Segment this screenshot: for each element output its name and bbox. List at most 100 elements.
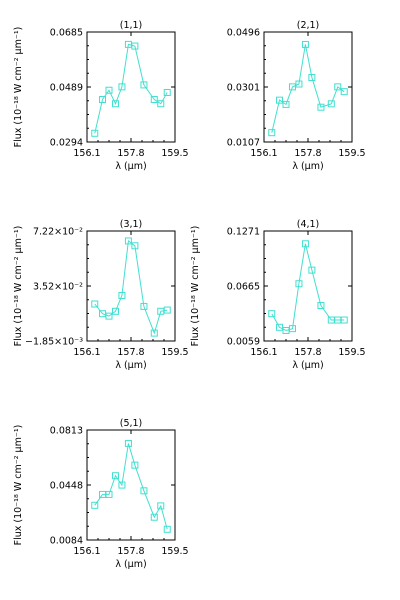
y-axis-label: Flux (10⁻¹⁸ W cm⁻² μm⁻¹) bbox=[13, 27, 24, 148]
data-point-marker bbox=[91, 501, 99, 509]
plot-title: (1,1) bbox=[120, 20, 143, 31]
data-point-marker bbox=[111, 100, 119, 108]
data-point-marker bbox=[334, 83, 342, 91]
y-tick-label: 0.0107 bbox=[227, 138, 260, 149]
data-point-marker bbox=[288, 325, 296, 333]
data-point-marker bbox=[118, 481, 126, 489]
x-tick-label: 157.8 bbox=[294, 347, 321, 358]
y-tick-label: 0.1271 bbox=[227, 227, 260, 238]
data-point-marker bbox=[340, 316, 348, 324]
y-tick-label: 7.22×10⁻² bbox=[33, 227, 83, 238]
y-axis-label: Flux (10⁻¹⁸ W cm⁻² μm⁻¹) bbox=[190, 226, 201, 347]
y-tick-label: −1.85×10⁻³ bbox=[25, 337, 83, 348]
x-axis-label: λ (μm) bbox=[292, 360, 323, 371]
plot-frame bbox=[86, 230, 176, 342]
data-point-marker bbox=[268, 310, 276, 318]
data-point-marker bbox=[163, 88, 171, 96]
data-point-marker bbox=[118, 292, 126, 300]
data-point-marker bbox=[150, 329, 158, 337]
series-line bbox=[271, 243, 345, 332]
data-point-marker bbox=[301, 40, 309, 48]
data-point-marker bbox=[91, 129, 99, 137]
data-point-marker bbox=[317, 302, 325, 310]
plot-title: (4,1) bbox=[297, 219, 320, 230]
data-point-marker bbox=[140, 302, 148, 310]
data-point-marker bbox=[163, 525, 171, 533]
data-point-marker bbox=[327, 100, 335, 108]
data-point-marker bbox=[163, 306, 171, 314]
plot-frame bbox=[86, 31, 176, 143]
x-tick-label: 157.8 bbox=[117, 347, 144, 358]
y-axis-label: Flux (10⁻¹⁸ W cm⁻² μm⁻¹) bbox=[13, 425, 24, 546]
series-line bbox=[94, 443, 168, 530]
data-point-marker bbox=[105, 86, 113, 94]
y-tick-label: 3.52×10⁻² bbox=[33, 282, 83, 293]
data-point-marker bbox=[91, 300, 99, 308]
y-axis-label: Flux (10⁻¹⁸ W cm⁻² μm⁻¹) bbox=[13, 226, 24, 347]
data-point-marker bbox=[295, 80, 303, 88]
x-tick-label: 157.8 bbox=[117, 148, 144, 159]
x-axis-label: λ (μm) bbox=[115, 559, 146, 570]
data-point-marker bbox=[308, 266, 316, 274]
y-tick-label: 0.0294 bbox=[50, 138, 83, 149]
plot-frame bbox=[263, 31, 353, 143]
y-tick-label: 0.0489 bbox=[50, 83, 83, 94]
data-point-marker bbox=[157, 100, 165, 108]
subplot-2: (2,1) 156.1 157.8 159.5 0.0107 0.0301 0.0496 λ … bbox=[227, 20, 366, 172]
data-point-marker bbox=[150, 96, 158, 104]
data-point-marker bbox=[99, 96, 107, 104]
y-tick-label: 0.0301 bbox=[227, 83, 260, 94]
x-tick-label: 156.1 bbox=[73, 546, 100, 557]
x-axis-label: λ (μm) bbox=[115, 360, 146, 371]
data-point-marker bbox=[150, 513, 158, 521]
data-point-marker bbox=[268, 129, 276, 137]
plot-title: (2,1) bbox=[297, 20, 320, 31]
y-tick-label: 0.0496 bbox=[227, 28, 260, 39]
x-axis-label: λ (μm) bbox=[292, 161, 323, 172]
data-point-marker bbox=[111, 307, 119, 315]
y-tick-label: 0.0084 bbox=[50, 536, 83, 547]
plot-title: (5,1) bbox=[120, 418, 143, 429]
x-tick-label: 159.5 bbox=[161, 546, 188, 557]
y-tick-label: 0.0685 bbox=[50, 28, 83, 39]
x-tick-label: 156.1 bbox=[73, 148, 100, 159]
subplot-3: (3,1) 156.1 157.8 159.5 −1.85×10⁻³ 3.52×10⁻² 7… bbox=[13, 219, 189, 371]
subplot-1: (1,1) 156.1 157.8 159.5 0.0294 0.0489 0.0685 λ … bbox=[13, 20, 189, 172]
x-tick-label: 159.5 bbox=[161, 148, 188, 159]
data-point-marker bbox=[295, 280, 303, 288]
data-point-marker bbox=[140, 487, 148, 495]
data-point-marker bbox=[308, 74, 316, 82]
y-tick-label: 0.0059 bbox=[227, 337, 260, 348]
x-tick-label: 157.8 bbox=[117, 546, 144, 557]
data-point-marker bbox=[131, 42, 139, 50]
data-point-marker bbox=[157, 502, 165, 510]
data-point-marker bbox=[340, 88, 348, 96]
x-tick-label: 159.5 bbox=[338, 347, 365, 358]
series-line bbox=[271, 44, 345, 133]
data-point-marker bbox=[131, 461, 139, 469]
data-point-marker bbox=[105, 490, 113, 498]
data-point-marker bbox=[301, 240, 309, 248]
subplot-4: (4,1) 156.1 157.8 159.5 0.0059 0.0665 0.1271 λ … bbox=[190, 219, 366, 371]
x-axis-label: λ (μm) bbox=[115, 161, 146, 172]
y-tick-label: 0.0665 bbox=[227, 282, 260, 293]
data-point-marker bbox=[118, 83, 126, 91]
data-point-marker bbox=[124, 237, 132, 245]
x-tick-label: 157.8 bbox=[294, 148, 321, 159]
data-point-marker bbox=[140, 81, 148, 89]
x-tick-label: 156.1 bbox=[250, 148, 277, 159]
x-tick-label: 159.5 bbox=[338, 148, 365, 159]
data-point-marker bbox=[282, 100, 290, 108]
data-point-marker bbox=[105, 312, 113, 320]
x-tick-label: 159.5 bbox=[161, 347, 188, 358]
data-point-marker bbox=[317, 103, 325, 111]
y-tick-label: 0.0448 bbox=[50, 481, 83, 492]
subplot-5: (5,1) 156.1 157.8 159.5 0.0084 0.0448 0.0813 λ … bbox=[13, 418, 189, 570]
x-tick-label: 156.1 bbox=[250, 347, 277, 358]
data-point-marker bbox=[124, 439, 132, 447]
series-line bbox=[94, 239, 168, 335]
data-point-marker bbox=[131, 242, 139, 250]
plot-title: (3,1) bbox=[120, 219, 143, 230]
data-point-marker bbox=[276, 96, 284, 104]
